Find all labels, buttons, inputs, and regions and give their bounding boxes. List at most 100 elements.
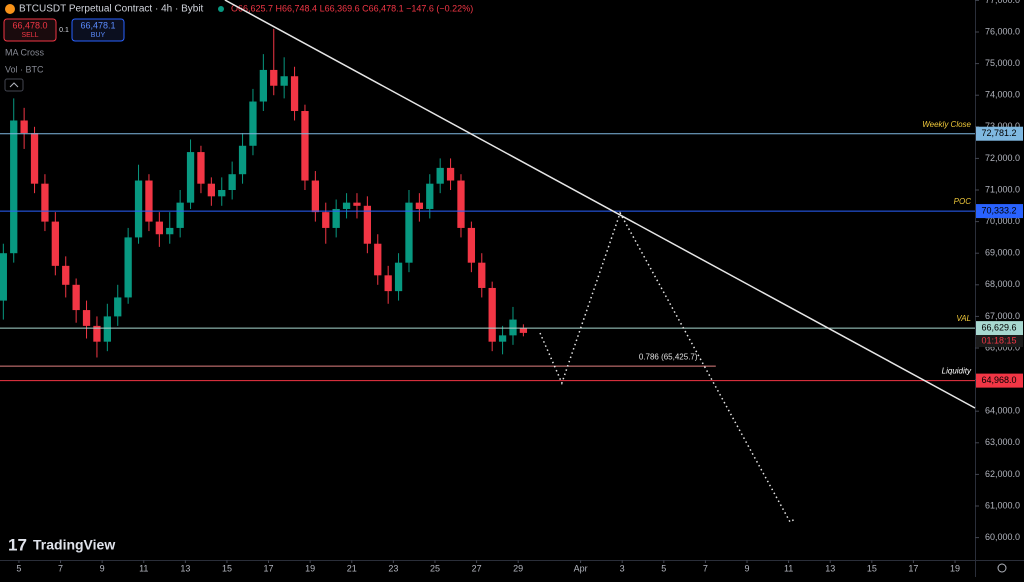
x-tick-label: 27 bbox=[472, 563, 482, 573]
y-tick-label: 60,000.0 bbox=[985, 532, 1020, 542]
candle-body bbox=[353, 202, 361, 206]
level-label: POC bbox=[954, 197, 972, 206]
buy-price[interactable]: 66,478.1 bbox=[80, 20, 115, 30]
y-tick-label: 69,000.0 bbox=[985, 248, 1020, 258]
x-tick-label: 17 bbox=[908, 563, 918, 573]
settings-icon[interactable] bbox=[997, 563, 1007, 573]
x-tick-label: 23 bbox=[388, 563, 398, 573]
price-label-box bbox=[976, 321, 1023, 336]
level-label: Weekly Close bbox=[922, 120, 971, 129]
buy-label[interactable]: BUY bbox=[91, 32, 106, 39]
indicator[interactable]: Vol · BTC bbox=[5, 64, 44, 74]
candle-body bbox=[30, 133, 39, 184]
buy-button[interactable] bbox=[71, 18, 125, 42]
y-tick-label: 67,000.0 bbox=[985, 311, 1020, 321]
x-tick-label: 11 bbox=[139, 563, 148, 573]
candle-body bbox=[93, 325, 101, 342]
trendline bbox=[224, 0, 976, 409]
x-tick-label: 3 bbox=[620, 563, 625, 573]
coin-icon bbox=[5, 4, 15, 14]
sell-price[interactable]: 66,478.0 bbox=[12, 20, 47, 30]
status-dot bbox=[218, 6, 224, 12]
candle-body bbox=[342, 202, 351, 209]
candle-body bbox=[280, 76, 288, 86]
candle-body bbox=[311, 180, 320, 213]
candle-body bbox=[384, 275, 392, 292]
candle-body bbox=[197, 152, 205, 184]
candle-body bbox=[405, 202, 413, 263]
x-tick-label: 5 bbox=[661, 563, 666, 573]
x-tick-label: 25 bbox=[430, 563, 440, 573]
x-tick-label: 13 bbox=[825, 563, 835, 573]
collapse-icon bbox=[9, 82, 19, 88]
indicator[interactable]: MA Cross bbox=[5, 47, 45, 57]
x-tick-label: 9 bbox=[100, 563, 105, 573]
candle-body bbox=[62, 265, 70, 285]
y-tick-label: 72,000.0 bbox=[985, 153, 1020, 163]
logo: TradingView bbox=[33, 537, 115, 553]
candle-body bbox=[332, 208, 340, 228]
candle-body bbox=[72, 284, 80, 311]
candle-body bbox=[186, 152, 195, 203]
candle-body bbox=[228, 174, 236, 191]
candle-body bbox=[145, 180, 153, 222]
candle-body bbox=[509, 319, 517, 336]
price-label: 64,968.0 bbox=[981, 375, 1016, 385]
y-tick-label: 64,000.0 bbox=[985, 406, 1020, 416]
candle-body bbox=[270, 69, 278, 86]
ohlc: O66,625.7 H66,748.4 L66,369.6 C66,478.1 … bbox=[231, 3, 473, 13]
x-tick-label: 15 bbox=[867, 563, 877, 573]
x-tick-label: 15 bbox=[222, 563, 232, 573]
candle-body bbox=[467, 227, 476, 263]
candle-body bbox=[249, 101, 257, 146]
y-tick-label: 77,000.0 bbox=[985, 0, 1020, 5]
x-tick-label: 7 bbox=[703, 563, 708, 573]
price-label-box bbox=[976, 204, 1023, 219]
x-tick-label: 19 bbox=[950, 563, 960, 573]
candle-body bbox=[124, 237, 132, 298]
x-tick-label: 11 bbox=[784, 563, 793, 573]
candle-body bbox=[259, 69, 267, 102]
candle-body bbox=[134, 180, 143, 238]
candle-body bbox=[426, 183, 434, 209]
y-tick-label: 61,000.0 bbox=[985, 500, 1020, 510]
sell-button[interactable] bbox=[3, 18, 57, 42]
level-label: 0.786 (65,425.7) bbox=[639, 352, 698, 361]
price-label: 70,333.2 bbox=[981, 205, 1016, 215]
candle-body bbox=[457, 180, 465, 228]
candle-body bbox=[103, 316, 111, 342]
logo-mark: 17 bbox=[8, 535, 27, 554]
candle-body bbox=[415, 202, 424, 209]
x-tick-label: 17 bbox=[264, 563, 274, 573]
candle-body bbox=[51, 221, 59, 266]
y-tick-label: 76,000.0 bbox=[985, 26, 1020, 36]
y-tick-label: 62,000.0 bbox=[985, 469, 1020, 479]
candle-body bbox=[238, 145, 247, 175]
candle-body bbox=[82, 310, 91, 326]
candle-body bbox=[394, 262, 403, 292]
x-tick-label: Apr bbox=[574, 563, 588, 573]
x-tick-label: 19 bbox=[305, 563, 315, 573]
x-tick-label: 29 bbox=[513, 563, 523, 573]
spread: 0.1 bbox=[59, 27, 69, 34]
y-tick-label: 74,000.0 bbox=[985, 90, 1020, 100]
projection bbox=[539, 211, 796, 524]
countdown: 01:18:15 bbox=[981, 335, 1016, 345]
x-tick-label: 13 bbox=[180, 563, 190, 573]
y-tick-label: 66,000.0 bbox=[985, 342, 1020, 352]
candle-body bbox=[478, 262, 486, 288]
candle-body bbox=[114, 297, 122, 317]
candle-body bbox=[20, 120, 28, 134]
collapse-button[interactable] bbox=[4, 78, 24, 92]
candle-body bbox=[322, 212, 330, 228]
candle-body bbox=[218, 190, 226, 197]
candle-body bbox=[488, 287, 496, 342]
price-label-box bbox=[976, 126, 1023, 141]
y-tick-label: 63,000.0 bbox=[985, 437, 1020, 447]
candle-body bbox=[374, 243, 382, 276]
candle-body bbox=[498, 335, 507, 342]
sell-label[interactable]: SELL bbox=[21, 32, 38, 39]
